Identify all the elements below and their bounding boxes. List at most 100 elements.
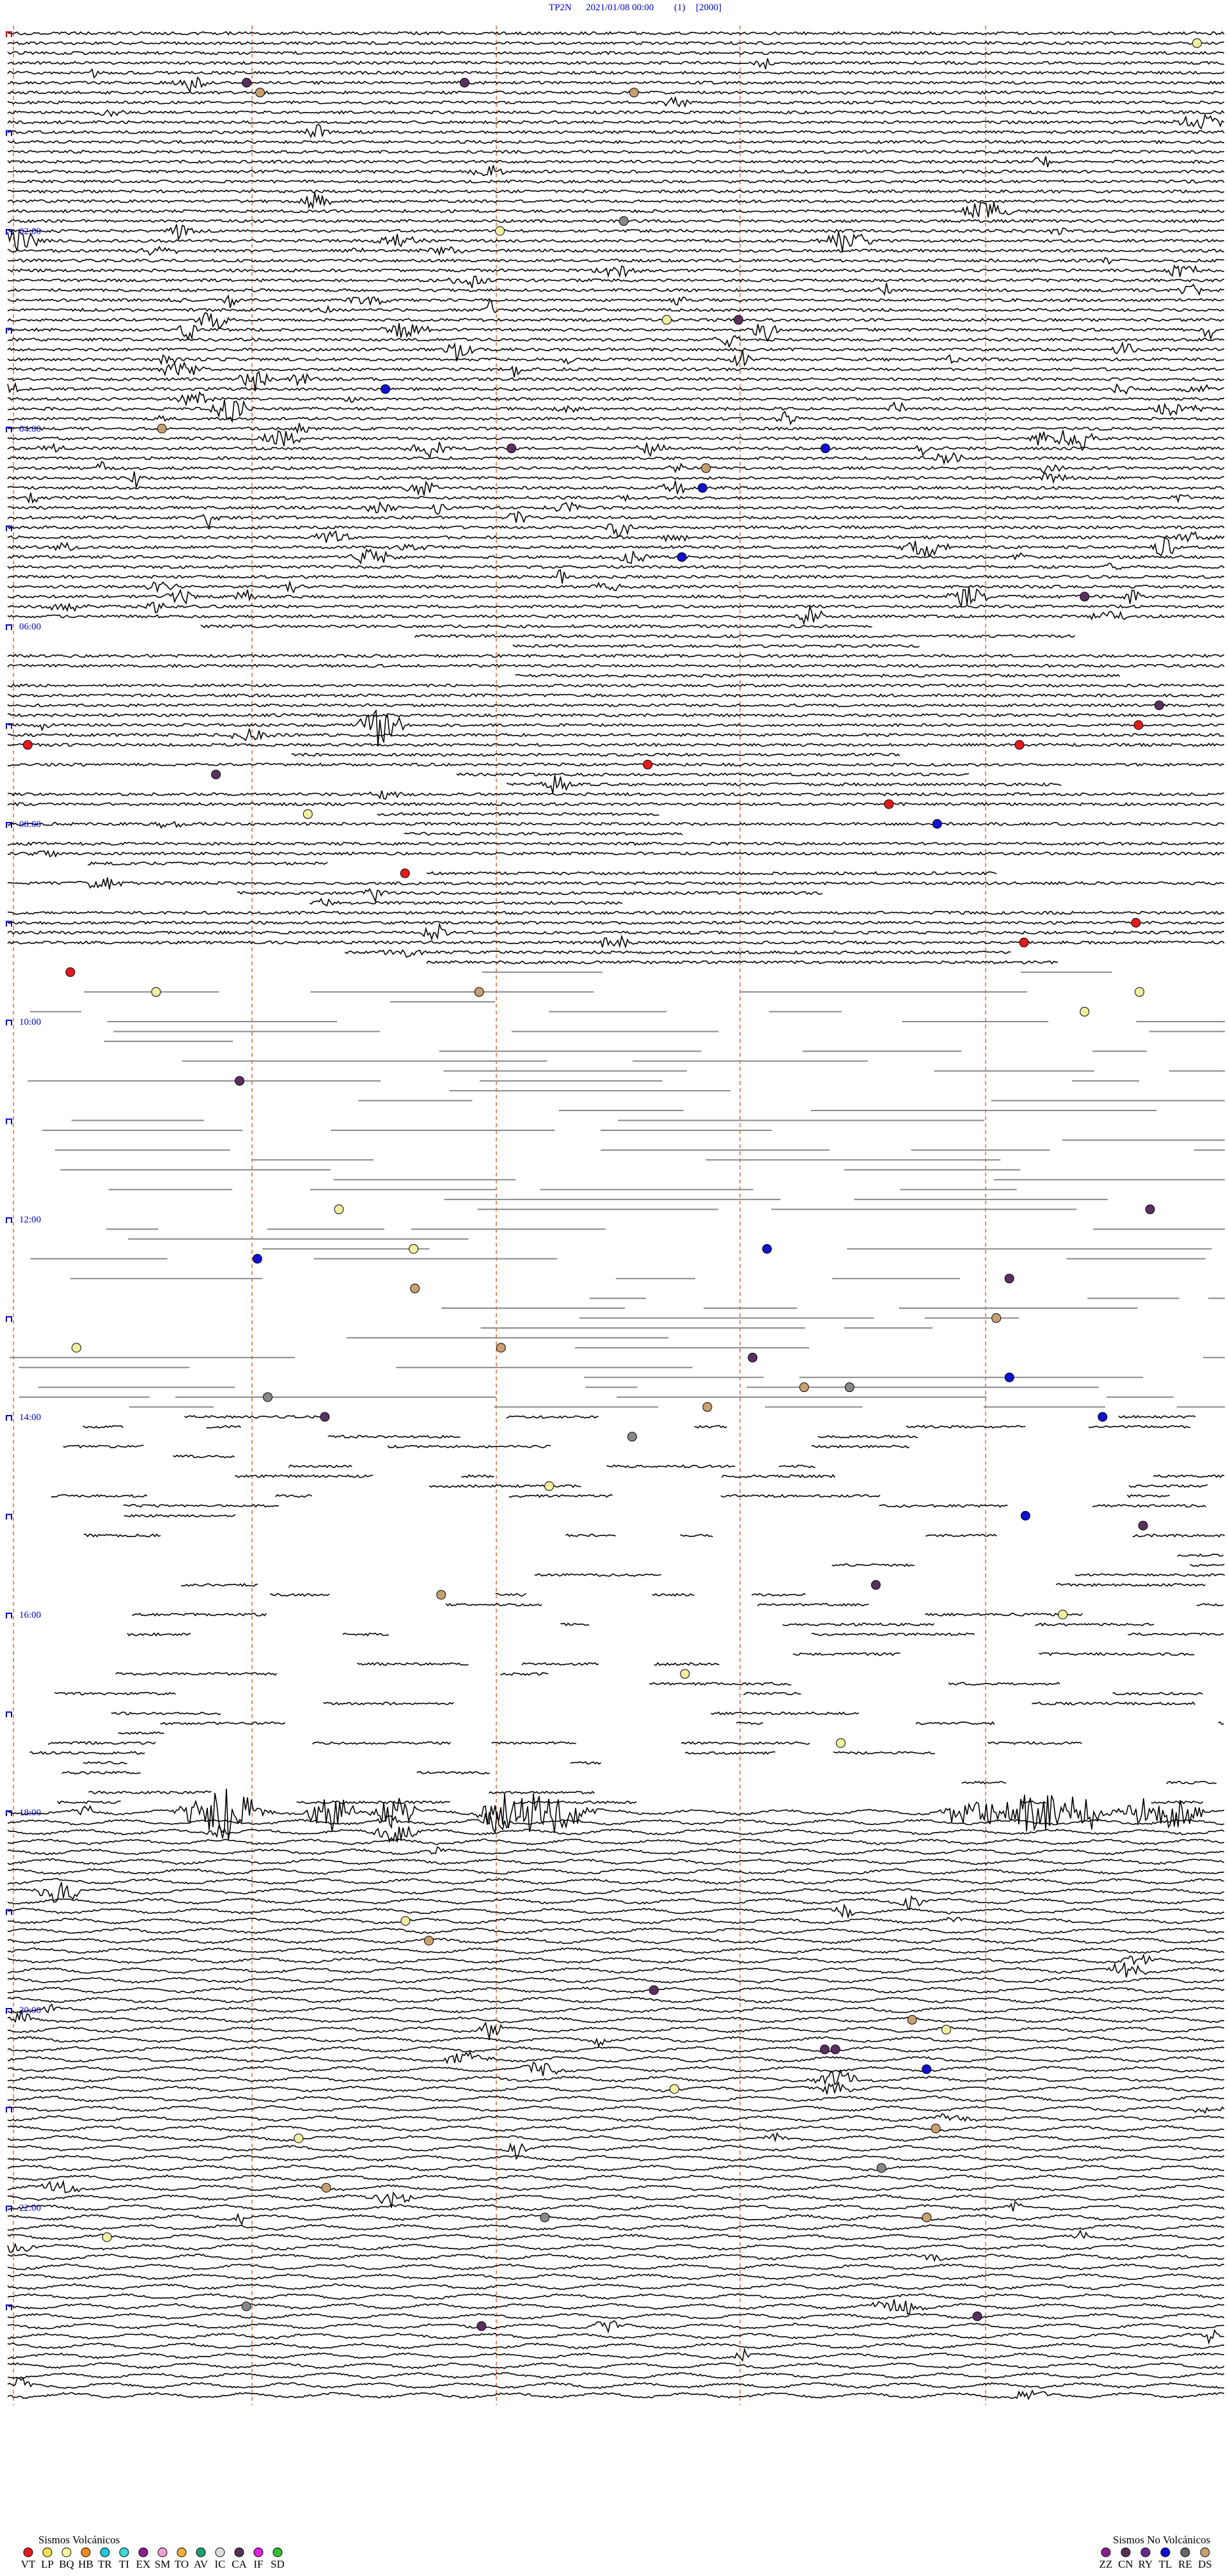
trace — [7, 1903, 1225, 1920]
trace-segment — [721, 1474, 835, 1478]
trace — [7, 562, 1225, 570]
datetime: 2021/01/08 00:00 — [586, 3, 654, 13]
trace-segment — [181, 1583, 258, 1587]
trace-segment — [1128, 1632, 1224, 1636]
trace — [7, 1811, 1225, 1835]
trace-segment — [1088, 1425, 1191, 1429]
trace — [7, 492, 1225, 504]
event-marker — [922, 2212, 932, 2222]
event-marker — [649, 1985, 659, 1995]
trace — [426, 960, 1058, 965]
trace-segment — [1218, 1721, 1224, 1725]
trace — [7, 165, 1225, 177]
event-marker — [701, 463, 711, 473]
trace-segment — [879, 1504, 1008, 1508]
hour-marker — [6, 31, 12, 37]
trace — [7, 2328, 1225, 2345]
time-label: 18:00 — [19, 1808, 41, 1818]
trace-segment — [1035, 1622, 1154, 1627]
event-marker — [830, 2044, 840, 2055]
time-label: 06:00 — [19, 622, 41, 632]
trace — [7, 2046, 1225, 2053]
trace — [7, 762, 1225, 767]
hour-marker — [6, 1217, 12, 1223]
trace — [7, 95, 1225, 108]
event-marker — [1058, 1609, 1068, 1620]
trace-segment — [961, 1780, 1007, 1785]
trace — [7, 349, 1225, 367]
trace-segment — [488, 1790, 595, 1795]
event-marker — [680, 1669, 690, 1679]
legend-label: ZZ — [1099, 2558, 1113, 2570]
event-marker — [1080, 592, 1090, 602]
trace-segment — [684, 1751, 776, 1755]
legend-label: TL — [1159, 2558, 1172, 2570]
trace-segment — [925, 1612, 1083, 1617]
trace-segment — [743, 1691, 801, 1696]
event-marker — [474, 987, 484, 997]
trace — [7, 312, 1225, 329]
trace-segment — [736, 1721, 764, 1725]
trace-segment — [270, 1593, 330, 1597]
trace — [7, 2095, 1225, 2103]
legend-swatch — [272, 2547, 283, 2557]
event-marker — [495, 226, 505, 236]
trace-segment — [831, 1563, 915, 1567]
event-marker — [459, 77, 469, 88]
event-marker — [320, 1412, 330, 1422]
trace-segment — [429, 1484, 581, 1489]
trace — [7, 2293, 1225, 2300]
trace — [7, 653, 1225, 658]
trace-segment — [57, 1800, 121, 1805]
event-marker — [151, 987, 161, 997]
trace — [7, 663, 1225, 668]
event-marker — [294, 2133, 304, 2144]
event-marker — [972, 2311, 982, 2321]
trace-segment — [29, 1751, 145, 1755]
event-marker — [1135, 987, 1145, 997]
trace — [7, 841, 1225, 846]
trace — [7, 189, 1225, 194]
trace-segment — [778, 1464, 815, 1469]
trace — [7, 1947, 1225, 1954]
trace — [404, 832, 683, 836]
hour-marker — [6, 921, 12, 927]
trace-segment — [654, 1662, 720, 1666]
trace — [7, 219, 1225, 224]
trace — [7, 224, 1225, 242]
trace-segment — [1151, 1800, 1204, 1805]
trace — [7, 802, 1225, 807]
event-marker — [1138, 1521, 1148, 1531]
event-marker — [836, 1738, 846, 1748]
trace-segment — [681, 1741, 810, 1745]
trace-segment — [752, 1593, 806, 1597]
trace-segment — [521, 1662, 599, 1666]
event-marker — [540, 2212, 550, 2222]
trace — [7, 1937, 1225, 1945]
event-marker — [410, 1283, 420, 1293]
legend-label: TR — [98, 2558, 112, 2570]
trace-segment — [1092, 1504, 1206, 1508]
event-marker — [629, 88, 639, 98]
time-label: 10:00 — [19, 1017, 41, 1027]
trace-segment — [206, 1425, 242, 1429]
trace — [377, 812, 659, 816]
legend-swatch — [100, 2547, 110, 2557]
event-marker — [819, 2044, 830, 2055]
trace — [7, 1986, 1225, 1994]
event-marker — [544, 1481, 555, 1491]
trace — [7, 139, 1225, 145]
trace — [7, 2050, 1225, 2065]
event-marker — [1145, 1205, 1155, 1215]
trace-segment — [1074, 1573, 1225, 1577]
trace — [7, 228, 1225, 253]
event-marker — [931, 2123, 941, 2133]
trace — [7, 2201, 1225, 2212]
trace-segment — [311, 1741, 451, 1745]
hour-marker — [6, 1316, 12, 1322]
trace — [7, 2312, 1225, 2320]
event-marker — [844, 1382, 854, 1393]
trace — [88, 861, 328, 866]
event-marker — [922, 2064, 932, 2074]
legend-label: HB — [78, 2558, 93, 2570]
